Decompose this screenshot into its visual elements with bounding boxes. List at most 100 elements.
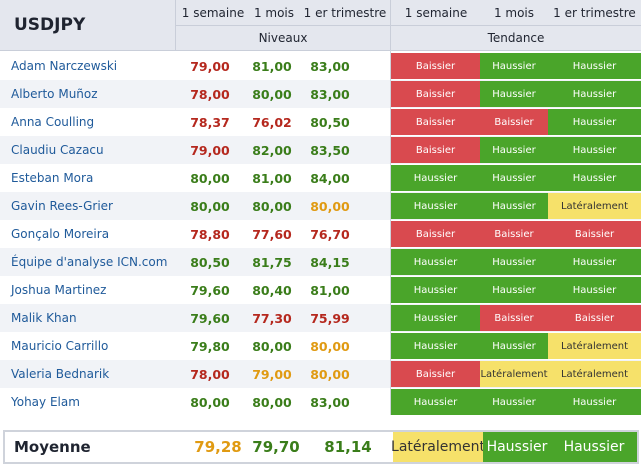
group-trend-label: Tendance xyxy=(487,30,545,45)
analyst-name[interactable]: Malik Khan xyxy=(11,311,77,325)
trend-month: Haussier xyxy=(480,389,548,415)
table-row: Alberto Muñoz 78,00 80,00 83,00 Baissier Haus… xyxy=(0,80,641,108)
level-quarter: 80,00 xyxy=(310,366,350,382)
analyst-name[interactable]: Gonçalo Moreira xyxy=(11,227,110,241)
trend-quarter: Baissier xyxy=(548,221,641,247)
trend-month: Baissier xyxy=(480,221,548,247)
level-month: 80,00 xyxy=(252,338,292,354)
trend-quarter: Haussier xyxy=(548,109,641,135)
average-week-trend: Latéralement xyxy=(391,432,485,462)
trend-month: Haussier xyxy=(480,333,548,359)
trend-month: Latéralement xyxy=(480,361,548,387)
table-row: Mauricio Carrillo 79,80 80,00 80,00 Haussier… xyxy=(0,332,641,360)
level-week: 80,00 xyxy=(190,394,230,410)
level-month: 81,00 xyxy=(252,170,292,186)
trend-quarter: Haussier xyxy=(548,249,641,275)
trend-quarter: Haussier xyxy=(548,137,641,163)
trend-week: Haussier xyxy=(391,333,480,359)
table-row: Gavin Rees-Grier 80,00 80,00 80,00 Haussier H… xyxy=(0,192,641,220)
table-header: USDJPY 1 semaine 1 mois 1 er trimestre 1… xyxy=(0,0,641,51)
analyst-name[interactable]: Yohay Elam xyxy=(11,395,80,409)
trend-week: Haussier xyxy=(391,165,480,191)
level-quarter: 83,50 xyxy=(310,142,350,158)
level-week: 79,00 xyxy=(190,58,230,74)
table-row: Yohay Elam 80,00 80,00 83,00 Haussier Haussie… xyxy=(0,388,641,416)
level-quarter: 84,15 xyxy=(310,254,350,270)
level-month: 76,02 xyxy=(252,114,292,130)
average-week-level: 79,28 xyxy=(194,438,242,456)
trend-week: Haussier xyxy=(391,305,480,331)
level-week: 78,80 xyxy=(190,226,230,242)
trend-quarter: Haussier xyxy=(548,53,641,79)
level-quarter: 75,99 xyxy=(310,310,350,326)
col-week-levels: 1 semaine xyxy=(181,5,245,20)
trend-month: Haussier xyxy=(480,165,548,191)
level-quarter: 76,70 xyxy=(310,226,350,242)
analyst-name[interactable]: Valeria Bednarik xyxy=(11,367,110,381)
table-row: Anna Coulling 78,37 76,02 80,50 Baissier Bais… xyxy=(0,108,641,136)
average-month-trend: Haussier xyxy=(483,432,551,462)
level-quarter: 80,00 xyxy=(310,338,350,354)
level-month: 80,00 xyxy=(252,86,292,102)
level-week: 79,80 xyxy=(190,338,230,354)
currency-pair-title: USDJPY xyxy=(14,15,86,35)
trend-month: Baissier xyxy=(480,305,548,331)
analyst-name[interactable]: Adam Narczewski xyxy=(11,59,118,73)
analyst-name[interactable]: Claudiu Cazacu xyxy=(11,143,104,157)
table-row: Joshua Martinez 79,60 80,40 81,00 Haussier Ha… xyxy=(0,276,641,304)
analyst-name[interactable]: Esteban Mora xyxy=(11,171,94,185)
average-quarter-trend: Haussier xyxy=(551,432,637,462)
trend-week: Baissier xyxy=(391,221,480,247)
level-month: 80,40 xyxy=(252,282,292,298)
level-week: 80,50 xyxy=(190,254,230,270)
level-week: 79,00 xyxy=(190,142,230,158)
table-row: Gonçalo Moreira 78,80 77,60 76,70 Baissier Ba… xyxy=(0,220,641,248)
level-month: 82,00 xyxy=(252,142,292,158)
trend-quarter: Haussier xyxy=(548,389,641,415)
trend-week: Baissier xyxy=(391,137,480,163)
trend-week: Haussier xyxy=(391,193,480,219)
level-week: 78,00 xyxy=(190,366,230,382)
average-label: Moyenne xyxy=(14,438,91,456)
level-quarter: 83,00 xyxy=(310,394,350,410)
level-week: 79,60 xyxy=(190,282,230,298)
table-row: Claudiu Cazacu 79,00 82,00 83,50 Baissier Hau… xyxy=(0,136,641,164)
analyst-name[interactable]: Alberto Muñoz xyxy=(11,87,98,101)
level-week: 78,00 xyxy=(190,86,230,102)
analyst-name[interactable]: Gavin Rees-Grier xyxy=(11,199,113,213)
col-week-trend: 1 semaine xyxy=(404,5,468,20)
table-row: Équipe d'analyse ICN.com 80,50 81,75 84,15 H… xyxy=(0,248,641,276)
level-month: 80,00 xyxy=(252,198,292,214)
col-month-trend: 1 mois xyxy=(493,5,535,20)
trend-week: Baissier xyxy=(391,53,480,79)
analyst-name[interactable]: Mauricio Carrillo xyxy=(11,339,109,353)
analyst-name[interactable]: Anna Coulling xyxy=(11,115,95,129)
table-row: Adam Narczewski 79,00 81,00 83,00 Baissier Ha… xyxy=(0,52,641,80)
level-week: 79,60 xyxy=(190,310,230,326)
trend-quarter: Latéralement xyxy=(548,361,641,387)
analyst-name[interactable]: Équipe d'analyse ICN.com xyxy=(11,255,168,269)
trend-quarter: Haussier xyxy=(548,165,641,191)
level-month: 77,30 xyxy=(252,310,292,326)
level-quarter: 81,00 xyxy=(310,282,350,298)
level-week: 80,00 xyxy=(190,198,230,214)
level-quarter: 80,00 xyxy=(310,198,350,214)
trend-quarter: Haussier xyxy=(548,81,641,107)
level-quarter: 83,00 xyxy=(310,58,350,74)
average-quarter-level: 81,14 xyxy=(324,438,372,456)
trend-week: Baissier xyxy=(391,81,480,107)
trend-week: Baissier xyxy=(391,109,480,135)
level-week: 78,37 xyxy=(190,114,230,130)
level-quarter: 84,00 xyxy=(310,170,350,186)
group-levels-label: Niveaux xyxy=(258,30,308,45)
trend-week: Haussier xyxy=(391,277,480,303)
trend-quarter: Latéralement xyxy=(548,193,641,219)
trend-week: Haussier xyxy=(391,389,480,415)
trend-quarter: Haussier xyxy=(548,277,641,303)
table-row: Valeria Bednarik 78,00 79,00 80,00 Baissier L… xyxy=(0,360,641,388)
level-month: 79,00 xyxy=(252,366,292,382)
level-month: 80,00 xyxy=(252,394,292,410)
analyst-name[interactable]: Joshua Martinez xyxy=(11,283,107,297)
average-month-level: 79,70 xyxy=(252,438,300,456)
trend-month: Haussier xyxy=(480,53,548,79)
